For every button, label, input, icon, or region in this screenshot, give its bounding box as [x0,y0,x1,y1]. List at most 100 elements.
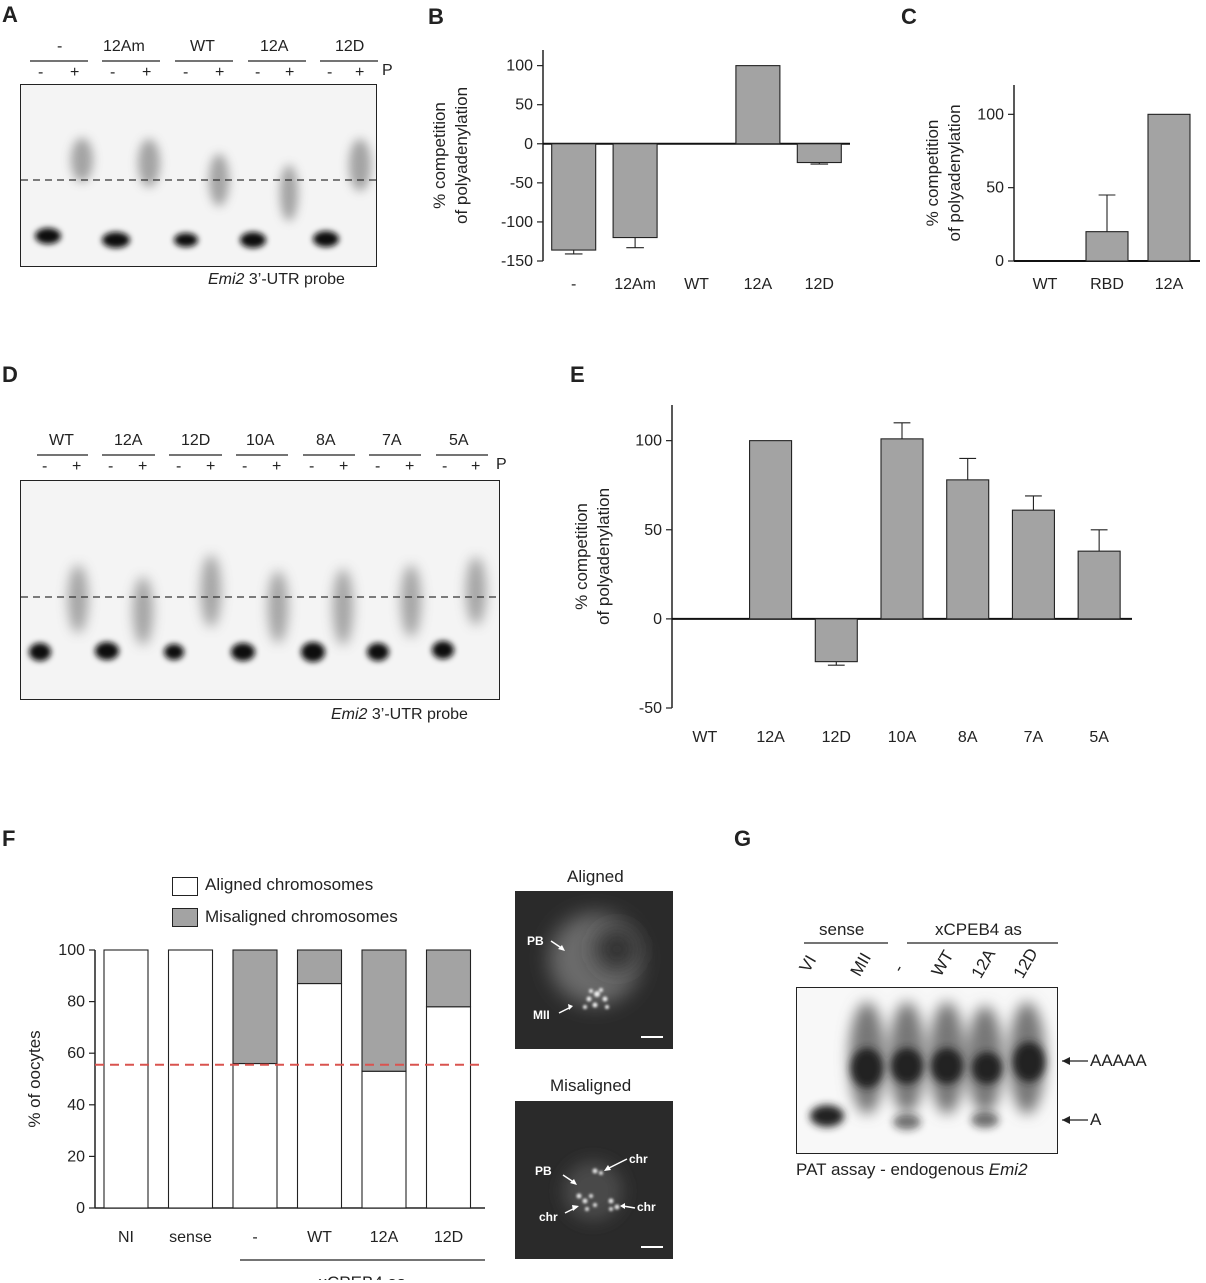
bar [1085,231,1129,262]
g-group-lines [804,942,1058,944]
x-tick-label: - [252,1229,257,1246]
pat-caption-gene: Emi2 [988,1160,1028,1179]
probe-caption-a: Emi2 3’-UTR probe [208,271,345,289]
panel-letter-e: E [570,362,585,387]
y-tick-label: 60 [67,1045,85,1062]
y-tick-label: 80 [67,994,85,1011]
micro-misaligned-title: Misaligned [550,1076,632,1095]
minus-label: - [327,64,333,81]
plus-label: + [72,458,82,475]
stacked-bar-segment [361,949,407,1072]
stacked-bar-segment [232,1062,278,1209]
x-tick-label: 7A [1024,729,1044,746]
minus-label: - [38,64,44,81]
gel-a-image [20,84,377,267]
y-tick-label: -150 [501,253,533,270]
micro-mii-label: MII [533,1008,550,1022]
gel-g-image [796,987,1058,1154]
probe-text: 3’-UTR probe [244,271,345,288]
y-tick-label: 100 [58,942,85,959]
lane-group-label: 12D [335,38,365,55]
minus-label: - [242,458,248,475]
y-axis-label: % of oocytes [25,1030,44,1127]
x-tick-label: 5A [1089,729,1109,746]
arrow-label-a: A [1090,1110,1102,1129]
plus-label: + [405,458,415,475]
panel-letter-d: D [2,362,18,387]
bar [1011,509,1055,620]
gel-d-overlay [37,454,488,456]
arrow-label-aaaaa: AAAAA [1090,1051,1147,1070]
bar [749,440,793,620]
micro-pb-label: PB [527,934,544,948]
lane-group-label: - [57,38,63,55]
pat-caption-text: PAT assay - endogenous [796,1160,989,1179]
x-tick-label: 8A [958,729,978,746]
x-tick-label: 12A [744,276,773,293]
x-tick-label: RBD [1090,276,1124,293]
group-sense-label: sense [819,920,865,939]
legend-swatch-misaligned [172,908,198,927]
stacked-bar-segment [232,949,278,1065]
y-tick-label: 0 [995,253,1004,270]
lane-label: - [888,961,908,976]
y-tick-label: 0 [524,136,533,153]
x-tick-label: WT [692,729,717,746]
minus-label: - [255,64,261,81]
chart-b: -150 -100 -50 0 50 100 - 12Am WT 12A 12D % competit… [430,50,850,293]
bar [946,479,990,620]
y-tick-label: 50 [644,522,662,539]
chart-c: 0 50 100 WT RBD 12A % competition of polyadenyl… [923,85,1200,293]
lane-group-label: 8A [316,432,336,449]
x-tick-label: 12A [1155,276,1184,293]
plus-label: + [339,458,349,475]
micro-chr-label: chr [539,1210,558,1224]
micro-aligned-title: Aligned [567,867,624,886]
lane-group-label: 10A [246,432,275,449]
minus-label: - [110,64,116,81]
x-tick-label: 12D [822,729,851,746]
plus-label: + [206,458,216,475]
x-tick-label: 12D [805,276,834,293]
y-tick-label: 100 [506,58,533,75]
bar [735,65,781,145]
y-axis-label: % competition [430,102,449,209]
bar [814,618,858,663]
stacked-bar-segment [296,982,343,1209]
bar [1147,113,1191,262]
gel-a-overlay [30,60,378,62]
minus-label: - [309,458,315,475]
y-tick-label: 100 [635,433,662,450]
plus-label: + [355,64,365,81]
x-tick-label: 12A [370,1229,399,1246]
arrows-g [1062,1057,1088,1124]
y-axis-label: % competition [572,503,591,610]
plus-label: + [215,64,225,81]
plus-label: + [70,64,80,81]
stacked-bar-segment [425,1006,472,1209]
legend-misaligned-label: Misaligned chromosomes [205,907,398,926]
x-tick-label: NI [118,1229,134,1246]
y-axis-label: % competition [923,120,942,227]
x-tick-label: 12D [434,1229,463,1246]
bar [1077,550,1121,620]
lane-group-label: 5A [449,432,469,449]
panel-letter-g: G [734,826,752,851]
plus-label: + [138,458,148,475]
y-tick-label: 0 [76,1200,85,1217]
y-tick-label: 50 [515,97,533,114]
legend-aligned-label: Aligned chromosomes [205,875,374,894]
probe-caption-d: Emi2 3’-UTR probe [331,706,468,724]
x-tick-label: 12A [756,729,785,746]
micro-chr-label: chr [629,1152,648,1166]
pat-caption: PAT assay - endogenous Emi2 [796,1160,1028,1180]
plus-label: + [471,458,481,475]
y-tick-label: -100 [501,214,533,231]
minus-label: - [176,458,182,475]
minus-label: - [183,64,189,81]
y-tick-label: 0 [653,611,662,628]
minus-label: - [42,458,48,475]
x-tick-label: sense [169,1229,212,1246]
bar [551,143,597,251]
x-tick-label: 10A [888,729,917,746]
